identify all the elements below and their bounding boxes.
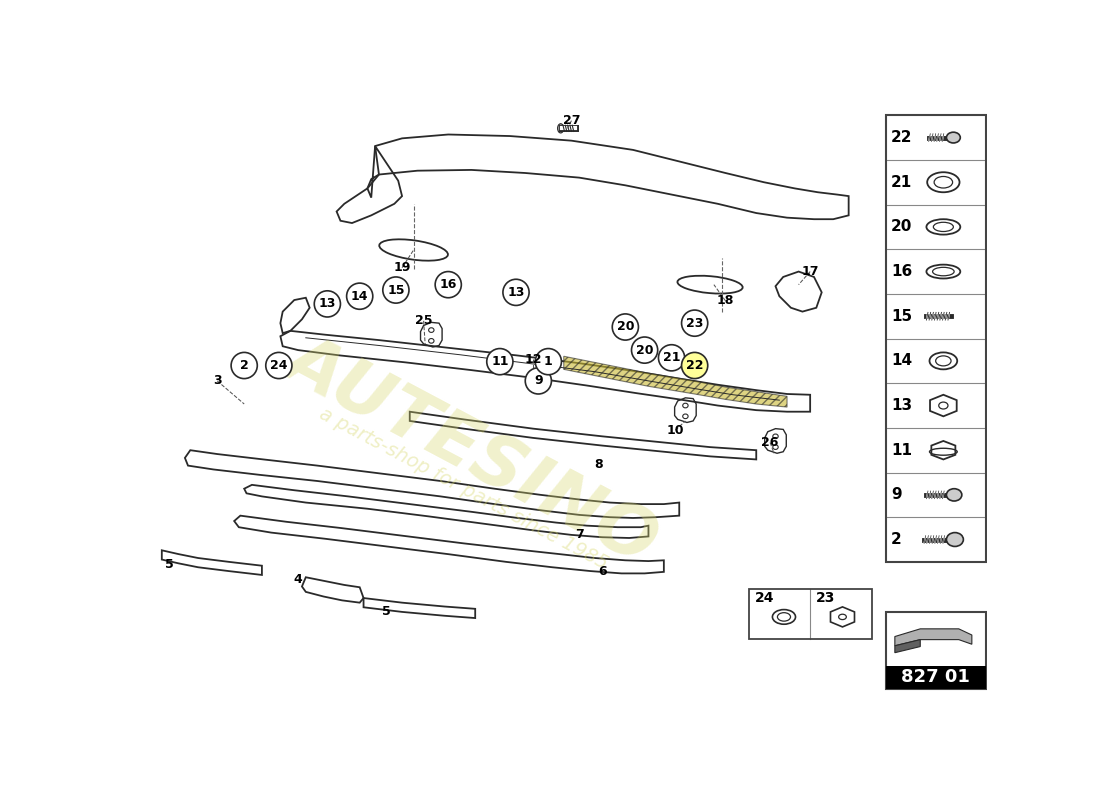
Polygon shape [895,640,921,653]
Text: 15: 15 [891,309,912,324]
Circle shape [436,271,461,298]
Circle shape [315,291,341,317]
Text: 2: 2 [891,532,902,547]
Circle shape [383,277,409,303]
Text: 5: 5 [165,558,174,570]
Text: 827 01: 827 01 [901,668,970,686]
Text: 2: 2 [240,359,249,372]
Text: 16: 16 [440,278,456,291]
Text: 14: 14 [351,290,369,302]
Text: 1: 1 [544,355,552,368]
Text: 23: 23 [686,317,703,330]
Text: 5: 5 [383,606,390,618]
Circle shape [631,337,658,363]
Ellipse shape [558,124,564,133]
Text: 22: 22 [686,359,703,372]
Text: 11: 11 [891,442,912,458]
Text: 4: 4 [294,573,302,586]
Text: 18: 18 [717,294,734,307]
Circle shape [659,345,684,371]
Text: 23: 23 [816,591,836,605]
Circle shape [682,310,707,336]
Text: 21: 21 [891,174,912,190]
Text: 22: 22 [891,130,913,145]
Text: 10: 10 [667,424,684,437]
Text: 9: 9 [534,374,542,387]
Circle shape [231,353,257,378]
Text: 16: 16 [891,264,912,279]
Circle shape [266,353,292,378]
Text: 21: 21 [663,351,680,364]
Circle shape [682,353,707,378]
Text: 12: 12 [525,353,541,366]
Polygon shape [563,356,788,407]
Text: 26: 26 [761,436,779,449]
Text: 20: 20 [891,219,912,234]
Bar [886,115,986,562]
Circle shape [613,314,638,340]
Text: 25: 25 [415,314,432,327]
Text: 9: 9 [891,487,902,502]
Text: 24: 24 [271,359,287,372]
Text: 8: 8 [594,458,603,470]
Circle shape [486,349,513,374]
Bar [886,612,986,689]
Circle shape [526,368,551,394]
Text: 20: 20 [617,321,634,334]
Text: 3: 3 [213,374,221,387]
Text: 14: 14 [891,354,912,368]
Text: a parts-shop for parts since 1985: a parts-shop for parts since 1985 [316,404,612,573]
Text: 11: 11 [491,355,508,368]
Text: 24: 24 [755,591,774,605]
Text: 13: 13 [319,298,336,310]
Text: 13: 13 [507,286,525,299]
Text: 7: 7 [575,529,583,542]
Text: 13: 13 [891,398,912,413]
Ellipse shape [946,489,961,501]
Ellipse shape [946,132,960,143]
Polygon shape [895,629,972,646]
Bar [886,666,986,689]
Bar [749,589,872,639]
Text: AUTESINO: AUTESINO [274,323,669,577]
Text: 19: 19 [394,262,410,274]
Text: 20: 20 [636,344,653,357]
Circle shape [503,279,529,306]
Text: 15: 15 [387,283,405,297]
Ellipse shape [946,533,964,546]
Circle shape [536,349,561,374]
Text: 27: 27 [563,114,580,127]
Text: 6: 6 [598,566,606,578]
Text: 17: 17 [802,265,818,278]
Circle shape [346,283,373,310]
